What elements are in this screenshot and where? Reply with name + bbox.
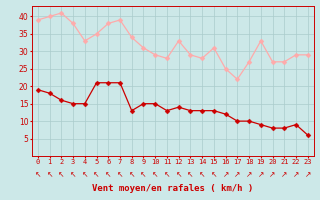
X-axis label: Vent moyen/en rafales ( km/h ): Vent moyen/en rafales ( km/h ) — [92, 184, 253, 193]
Text: ↖: ↖ — [82, 170, 88, 179]
Text: ↖: ↖ — [70, 170, 76, 179]
Text: ↗: ↗ — [246, 170, 252, 179]
Text: ↖: ↖ — [199, 170, 205, 179]
Text: ↖: ↖ — [187, 170, 194, 179]
Text: ↖: ↖ — [152, 170, 158, 179]
Text: ↖: ↖ — [58, 170, 65, 179]
Text: ↖: ↖ — [129, 170, 135, 179]
Text: ↗: ↗ — [281, 170, 287, 179]
Text: ↗: ↗ — [222, 170, 229, 179]
Text: ↗: ↗ — [269, 170, 276, 179]
Text: ↗: ↗ — [258, 170, 264, 179]
Text: ↖: ↖ — [35, 170, 41, 179]
Text: ↗: ↗ — [293, 170, 299, 179]
Text: ↖: ↖ — [211, 170, 217, 179]
Text: ↖: ↖ — [164, 170, 170, 179]
Text: ↖: ↖ — [105, 170, 111, 179]
Text: ↖: ↖ — [46, 170, 53, 179]
Text: ↖: ↖ — [175, 170, 182, 179]
Text: ↗: ↗ — [234, 170, 241, 179]
Text: ↖: ↖ — [93, 170, 100, 179]
Text: ↗: ↗ — [305, 170, 311, 179]
Text: ↖: ↖ — [140, 170, 147, 179]
Text: ↖: ↖ — [117, 170, 123, 179]
